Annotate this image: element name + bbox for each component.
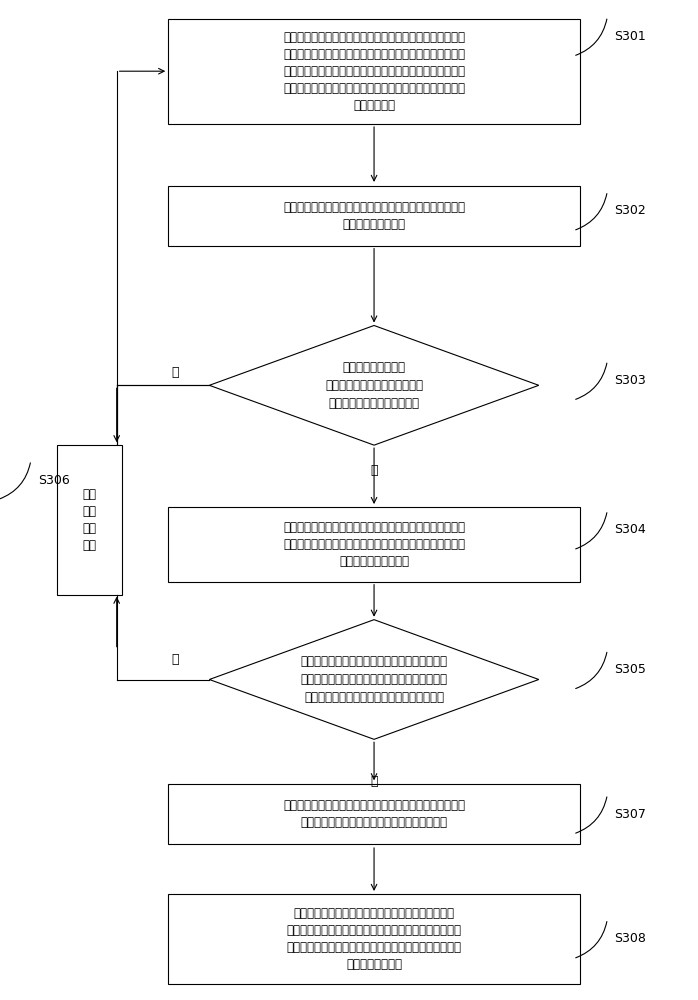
Text: S307: S307 <box>614 808 646 821</box>
Text: S301: S301 <box>614 30 646 43</box>
Text: 电机控制器判断是否
电机的当前转速小于第二预设阈
值以及电机当前处于转矩模式: 电机控制器判断是否 电机的当前转速小于第二预设阈 值以及电机当前处于转矩模式 <box>325 361 423 410</box>
Text: 电机
进入
转矩
模式: 电机 进入 转矩 模式 <box>82 488 96 552</box>
Polygon shape <box>209 620 539 739</box>
Text: S305: S305 <box>614 663 646 676</box>
Text: 电机控制器实时根据车速信息、加速度信息、电机的实际转
速信息以及实际输出转矩信息估算电动汽车在坡道上驻车时
电机所需要的输出转矩: 电机控制器实时根据车速信息、加速度信息、电机的实际转 速信息以及实际输出转矩信息… <box>283 521 465 568</box>
Text: S303: S303 <box>614 374 646 387</box>
Text: 否: 否 <box>171 366 179 379</box>
FancyBboxPatch shape <box>168 507 580 582</box>
Text: 是: 是 <box>371 775 378 788</box>
Text: S302: S302 <box>614 204 646 217</box>
Text: 根据初始输出转矩通过比例积分控制器调节出电机在
坡道上驻车时电机当前所需要的输出转矩，并根据当前所
需要的输出转矩控制电机进行扭矩输出，以及将电机的转
速调节至: 根据初始输出转矩通过比例积分控制器调节出电机在 坡道上驻车时电机当前所需要的输出… <box>287 907 461 971</box>
FancyBboxPatch shape <box>168 186 580 246</box>
Text: 电机控制器根据挡位指令、电机的转矩指令、故
障信息、电机的实际转速信息以及实际转向信息
判断电机是否满足进入零转速控制模式的条件: 电机控制器根据挡位指令、电机的转矩指令、故 障信息、电机的实际转速信息以及实际转… <box>301 655 447 704</box>
Text: S308: S308 <box>614 932 646 945</box>
Text: 否: 否 <box>171 653 179 666</box>
FancyBboxPatch shape <box>168 784 580 844</box>
Text: 电机控制器实时采集电机的实际转速信息、实际转向信息以
及实际输出转矩信息: 电机控制器实时采集电机的实际转速信息、实际转向信息以 及实际输出转矩信息 <box>283 201 465 231</box>
Text: S306: S306 <box>38 474 70 487</box>
Text: 电机控制器将当前估算的电机所需要的输出转矩作为电机进
入零转速控制模式时电机所需要的初始输出转矩: 电机控制器将当前估算的电机所需要的输出转矩作为电机进 入零转速控制模式时电机所需… <box>283 799 465 829</box>
FancyBboxPatch shape <box>168 894 580 984</box>
Text: 电动汽车在坡道上进行停车或起步的过程中，整车控制器实
时采集电动汽车的加速踏板信号、挡位信号以及车速信号，
并根据加速踏板信号、挡位信号以及车速信号分别生成电机: 电动汽车在坡道上进行停车或起步的过程中，整车控制器实 时采集电动汽车的加速踏板信… <box>283 31 465 112</box>
Text: S304: S304 <box>614 523 646 536</box>
FancyBboxPatch shape <box>57 445 122 595</box>
Polygon shape <box>209 325 539 445</box>
Text: 是: 是 <box>371 464 378 477</box>
FancyBboxPatch shape <box>168 19 580 124</box>
